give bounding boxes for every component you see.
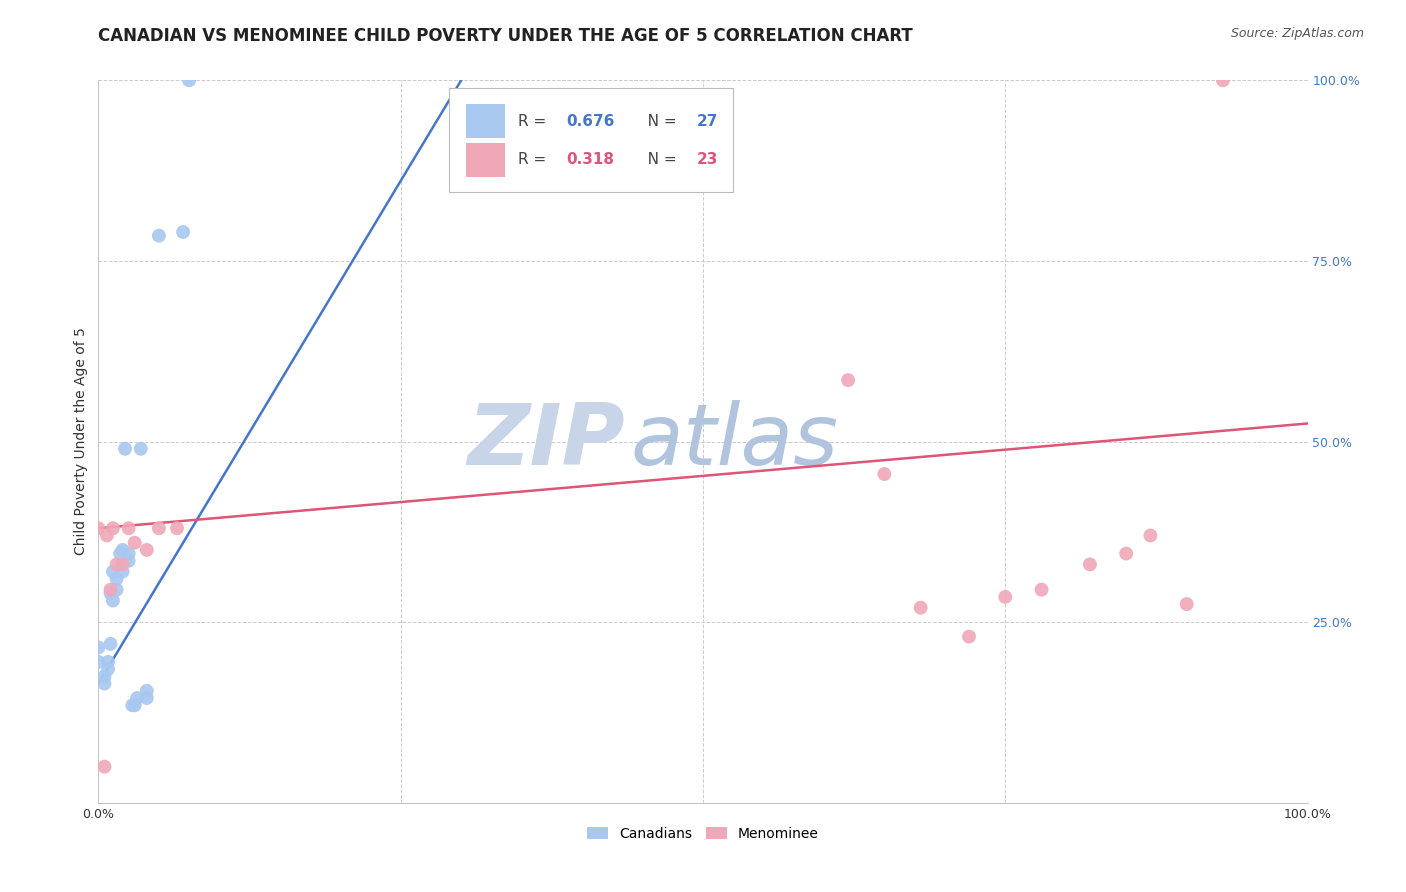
Point	[148, 228, 170, 243]
Point	[100, 637, 122, 651]
Point	[148, 521, 170, 535]
Point	[118, 521, 141, 535]
Point	[87, 655, 110, 669]
Point	[96, 528, 118, 542]
Text: N =: N =	[633, 114, 682, 129]
Point	[93, 760, 115, 774]
Point	[100, 582, 122, 597]
Point	[97, 655, 120, 669]
Point	[166, 521, 188, 535]
Point	[910, 600, 932, 615]
FancyBboxPatch shape	[449, 87, 734, 193]
Point	[111, 542, 134, 557]
Point	[135, 691, 157, 706]
Point	[105, 558, 128, 572]
Point	[994, 590, 1017, 604]
Point	[1031, 582, 1053, 597]
Point	[118, 547, 141, 561]
Point	[172, 225, 194, 239]
Point	[1139, 528, 1161, 542]
Text: CANADIAN VS MENOMINEE CHILD POVERTY UNDER THE AGE OF 5 CORRELATION CHART: CANADIAN VS MENOMINEE CHILD POVERTY UNDE…	[98, 27, 912, 45]
Point	[1212, 73, 1234, 87]
Point	[101, 565, 124, 579]
Point	[957, 630, 980, 644]
Point	[1115, 547, 1137, 561]
Point	[105, 582, 128, 597]
Text: R =: R =	[517, 153, 551, 168]
Text: 27: 27	[697, 114, 718, 129]
Text: atlas: atlas	[630, 400, 838, 483]
Point	[135, 683, 157, 698]
Point	[114, 442, 136, 456]
FancyBboxPatch shape	[465, 104, 505, 138]
Text: R =: R =	[517, 114, 551, 129]
Point	[101, 521, 124, 535]
Point	[121, 698, 143, 713]
Point	[129, 442, 152, 456]
Point	[1175, 597, 1198, 611]
Point	[93, 676, 115, 690]
Point	[135, 542, 157, 557]
Point	[1078, 558, 1101, 572]
Point	[111, 558, 134, 572]
Point	[127, 691, 149, 706]
Point	[97, 662, 120, 676]
Point	[124, 535, 146, 549]
Point	[179, 73, 201, 87]
Text: 0.676: 0.676	[567, 114, 614, 129]
FancyBboxPatch shape	[465, 143, 505, 177]
Point	[101, 593, 124, 607]
Point	[93, 669, 115, 683]
Point	[837, 373, 859, 387]
Point	[87, 521, 110, 535]
Point	[124, 698, 146, 713]
Text: N =: N =	[633, 153, 682, 168]
Y-axis label: Child Poverty Under the Age of 5: Child Poverty Under the Age of 5	[75, 327, 89, 556]
Point	[87, 640, 110, 655]
Text: ZIP: ZIP	[467, 400, 624, 483]
Legend: Canadians, Menominee: Canadians, Menominee	[582, 822, 824, 847]
Point	[118, 554, 141, 568]
Text: Source: ZipAtlas.com: Source: ZipAtlas.com	[1230, 27, 1364, 40]
Point	[108, 547, 131, 561]
Text: 23: 23	[697, 153, 718, 168]
Point	[111, 565, 134, 579]
Text: 0.318: 0.318	[567, 153, 614, 168]
Point	[873, 467, 896, 481]
Point	[105, 572, 128, 586]
Point	[100, 586, 122, 600]
